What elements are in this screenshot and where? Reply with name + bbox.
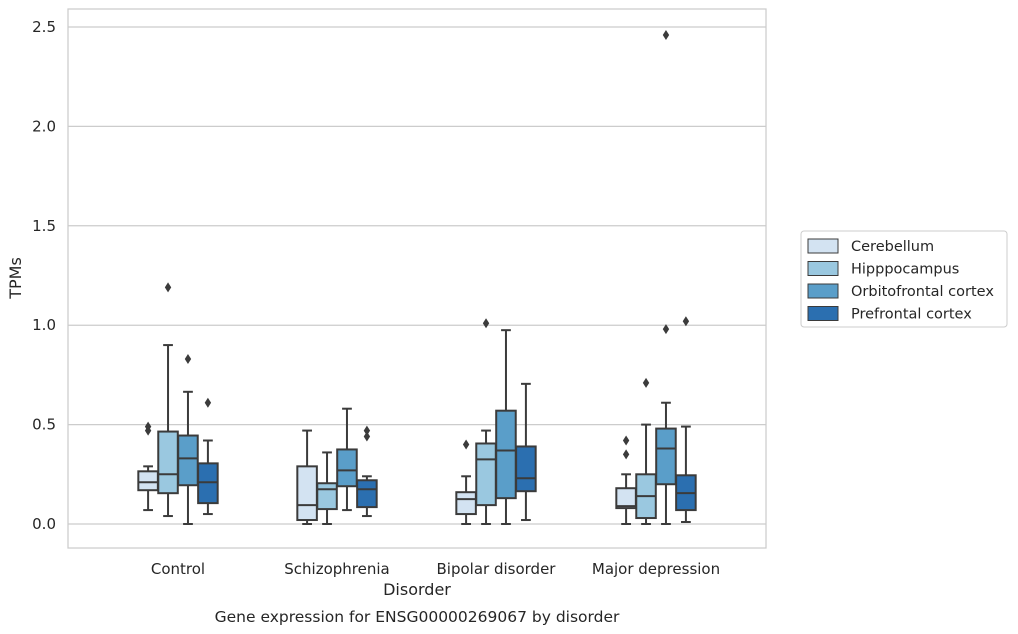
y-tick-label-2: 1.0 <box>32 316 56 334</box>
legend-label-2: Orbitofrontal cortex <box>851 284 994 300</box>
legend-swatch-2 <box>807 283 839 299</box>
outlier-point-0 <box>622 449 630 460</box>
box-1-2 <box>475 318 497 525</box>
box-2-0 <box>177 353 199 525</box>
box-body <box>356 479 378 509</box>
box-body <box>177 434 199 487</box>
box-0-0 <box>137 421 159 512</box>
legend-swatch-0 <box>807 238 839 254</box>
box-3-2 <box>515 382 537 522</box>
legend: Cerebellum Hipppocampus Orbitofrontal cort… <box>800 230 1008 328</box>
y-tick-label-3: 1.5 <box>32 217 56 235</box>
outlier-point-0 <box>682 316 690 327</box>
legend-swatch-1 <box>807 261 839 276</box>
y-tick-label-5: 2.5 <box>32 18 56 36</box>
box-body <box>316 482 338 511</box>
x-tick-label-0: Control <box>151 560 205 578</box>
box-2-3 <box>655 29 677 525</box>
y-tick-label-1: 0.5 <box>32 416 56 434</box>
outlier-point-0 <box>184 353 192 364</box>
legend-label-0: Cerebellum <box>851 239 934 255</box>
plot-area-frame <box>67 8 767 549</box>
y-tick-label-0: 0.0 <box>32 515 56 533</box>
box-body <box>296 465 318 522</box>
box-1-3 <box>635 377 657 525</box>
legend-swatch-3 <box>807 306 839 321</box>
box-body <box>157 430 179 495</box>
box-body <box>655 427 677 486</box>
box-1-1 <box>316 451 338 525</box>
outlier-point-0 <box>462 439 470 450</box>
x-tick-label-3: Major depression <box>592 560 720 578</box>
legend-label-1: Hipppocampus <box>851 262 959 278</box>
legend-frame <box>800 230 1008 328</box>
y-axis-label: TPMs <box>6 257 25 300</box>
outlier-point-1 <box>662 29 670 40</box>
x-axis-label: Disorder <box>383 580 451 599</box>
box-2-2 <box>495 329 517 525</box>
box-0-1 <box>296 429 318 525</box>
box-body <box>455 491 477 516</box>
box-3-0 <box>197 397 219 516</box>
box-0-2 <box>455 439 477 525</box>
box-body <box>336 448 358 488</box>
outlier-point-0 <box>164 282 172 293</box>
x-tick-label-2: Bipolar disorder <box>437 560 557 578</box>
y-tick-label-4: 2.0 <box>32 117 56 135</box>
outlier-point-1 <box>363 425 371 436</box>
legend-label-3: Prefrontal cortex <box>851 307 972 323</box>
outlier-point-1 <box>622 435 630 446</box>
box-body <box>515 445 537 493</box>
box-3-3 <box>675 316 697 524</box>
box-2-1 <box>336 407 358 512</box>
outlier-point-0 <box>204 397 212 408</box>
outlier-point-0 <box>662 324 670 335</box>
outlier-point-1 <box>144 421 152 432</box>
chart-title: Gene expression for ENSG00000269067 by d… <box>215 608 620 626</box>
box-body <box>495 409 517 500</box>
boxes <box>137 29 697 525</box>
y-axis-ticks: 0.0 0.5 1.0 1.5 2.0 2.5 <box>32 18 56 533</box>
x-tick-label-1: Schizophrenia <box>284 560 389 578</box>
box-body <box>137 470 159 492</box>
outlier-point-0 <box>482 318 490 329</box>
x-axis-ticks: Control Schizophrenia Bipolar disorder Majo… <box>151 560 720 578</box>
outlier-point-0 <box>642 377 650 388</box>
box-3-1 <box>356 425 378 518</box>
outlier-point-0 <box>363 431 371 442</box>
box-body <box>475 442 497 507</box>
box-1-0 <box>157 282 179 518</box>
